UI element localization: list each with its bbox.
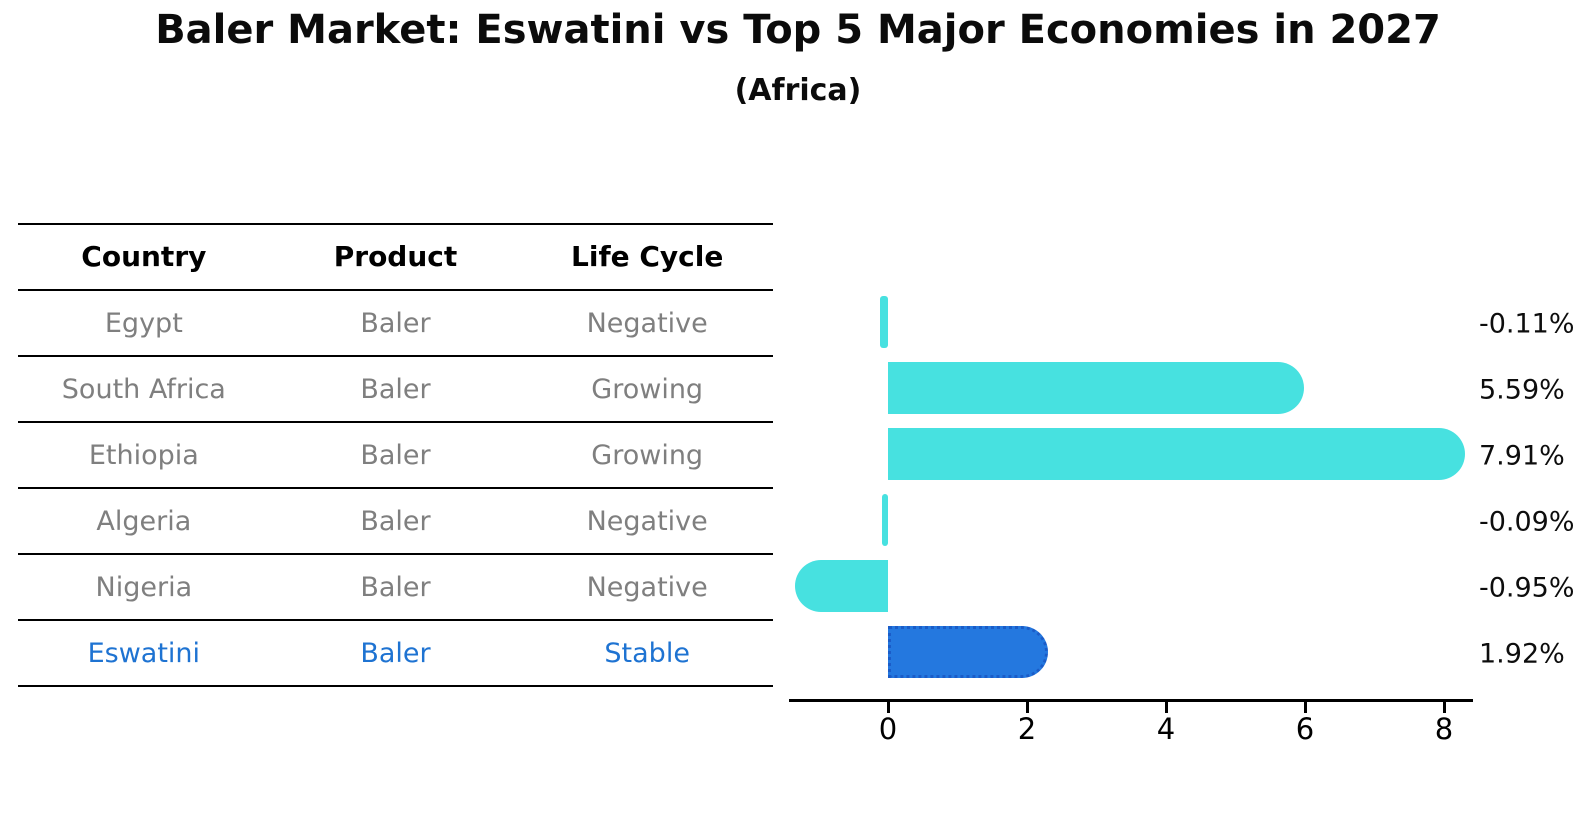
x-axis-line [789, 699, 1473, 702]
cell-life-cycle: Growing [591, 373, 704, 405]
cell-life-cycle: Negative [586, 571, 708, 603]
header-product: Product [333, 240, 458, 273]
chart-title: Baler Market: Eswatini vs Top 5 Major Ec… [155, 7, 1441, 53]
bar-nigeria [794, 560, 888, 612]
table-row-south-africa: South Africa Baler Growing [18, 355, 773, 421]
cell-product: Baler [360, 307, 431, 339]
x-axis-tick-label: 8 [1434, 712, 1454, 746]
cell-country: Algeria [96, 505, 192, 537]
header-life-cycle: Life Cycle [571, 240, 724, 273]
x-axis-tick [1442, 702, 1446, 713]
cell-product: Baler [360, 373, 431, 405]
bar-value-label-south-africa: 5.59% [1479, 374, 1565, 406]
cell-product: Baler [360, 505, 431, 537]
cell-life-cycle: Stable [604, 637, 690, 669]
cell-life-cycle: Negative [586, 307, 708, 339]
x-axis-tick [1303, 702, 1307, 713]
bar-south-africa [888, 362, 1304, 414]
cell-product: Baler [360, 439, 431, 471]
cell-country: South Africa [61, 373, 226, 405]
bar-eswatini [888, 626, 1049, 678]
bar-value-label-algeria: -0.09% [1479, 506, 1575, 538]
country-table: Country Product Life Cycle Egypt Baler Negati… [18, 223, 773, 687]
x-axis-tick [886, 702, 890, 713]
x-axis-tick-label: 6 [1295, 712, 1315, 746]
bar-value-label-nigeria: -0.95% [1479, 572, 1575, 604]
cell-product: Baler [360, 637, 431, 669]
chart-subtitle: (Africa) [734, 73, 862, 108]
table-row-eswatini: Eswatini Baler Stable [18, 619, 773, 685]
x-axis-tick [1025, 702, 1029, 713]
bar-egypt [880, 296, 888, 348]
cell-country: Ethiopia [88, 439, 199, 471]
cell-life-cycle: Growing [591, 439, 704, 471]
cell-country: Egypt [104, 307, 183, 339]
cell-product: Baler [360, 571, 431, 603]
bar-value-label-ethiopia: 7.91% [1479, 440, 1565, 472]
bar-algeria [881, 494, 888, 546]
table-row-egypt: Egypt Baler Negative [18, 289, 773, 355]
x-axis-tick-label: 4 [1156, 712, 1176, 746]
header-country: Country [81, 240, 207, 273]
x-axis-tick [1164, 702, 1168, 713]
cell-country: Eswatini [87, 637, 201, 669]
x-axis-tick-label: 2 [1017, 712, 1037, 746]
bar-value-label-egypt: -0.11% [1479, 308, 1575, 340]
table-row-nigeria: Nigeria Baler Negative [18, 553, 773, 619]
table-row-algeria: Algeria Baler Negative [18, 487, 773, 553]
table-row-ethiopia: Ethiopia Baler Growing [18, 421, 773, 487]
bar-value-label-eswatini: 1.92% [1479, 638, 1565, 670]
cell-life-cycle: Negative [586, 505, 708, 537]
table-header-row: Country Product Life Cycle [18, 223, 773, 289]
cell-country: Nigeria [95, 571, 193, 603]
bar-ethiopia [888, 428, 1465, 480]
x-axis-tick-label: 0 [878, 712, 898, 746]
